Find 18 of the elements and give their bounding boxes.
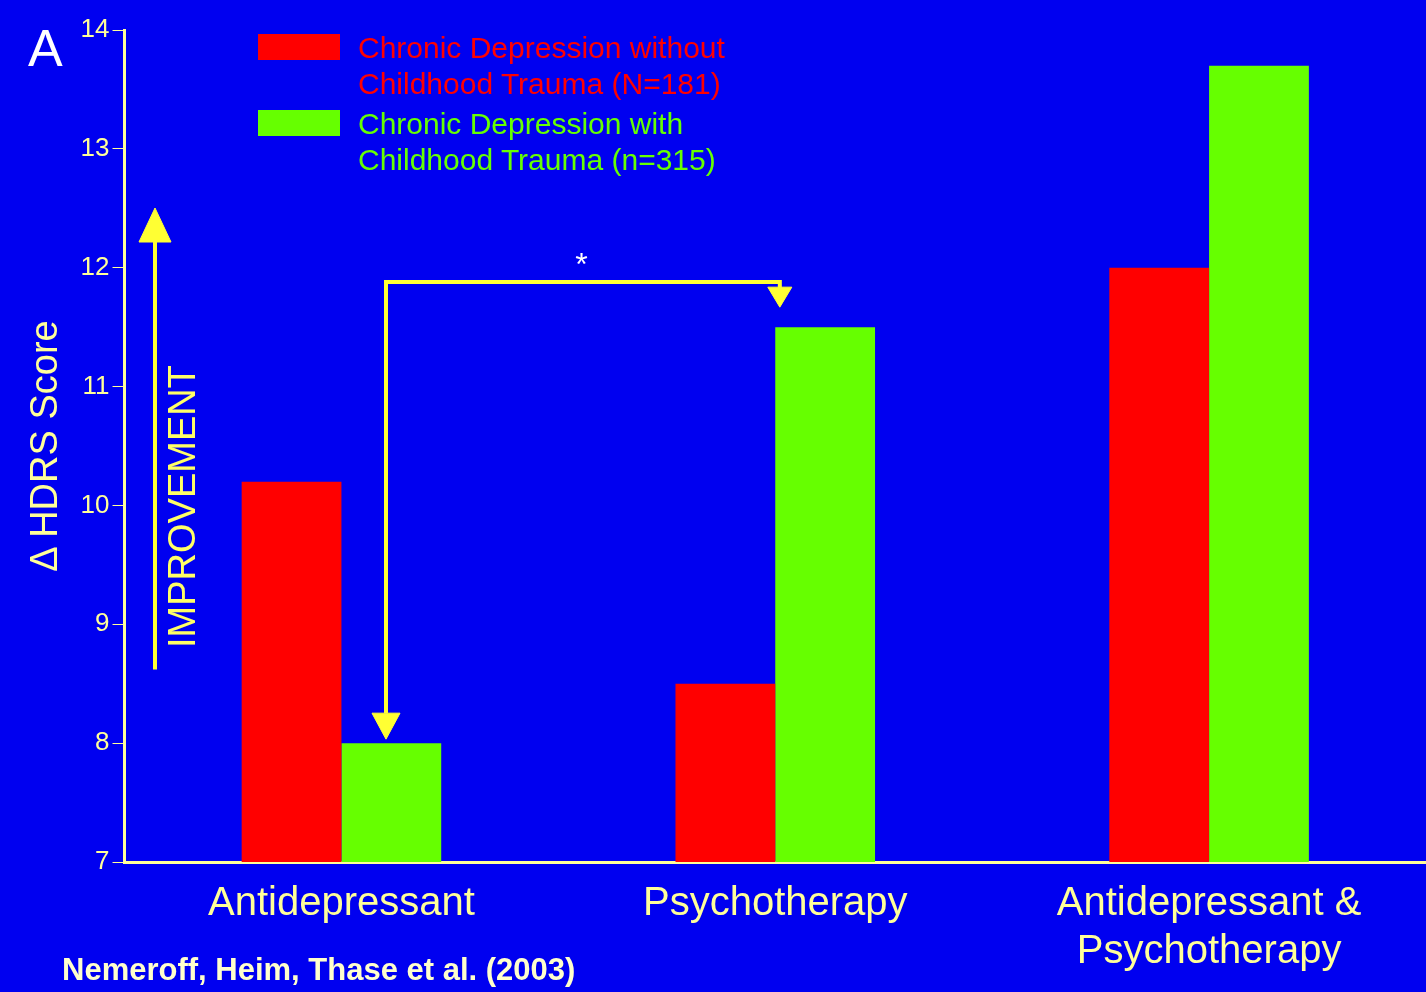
annotation: * [575,245,588,283]
y-tick-label: 14 [80,13,110,44]
y-tick-label: 12 [80,250,110,281]
x-tick-label: Psychotherapy [642,879,908,924]
text: Nemeroff, Heim, Thase et al. (2003) [62,952,576,988]
y-axis-title: Δ HDRS Score [23,320,66,572]
y-tick-label: 13 [80,132,110,163]
y-tick-label: 10 [80,488,110,519]
y-tick-label: 7 [95,845,110,876]
legend-label: Chronic Depression with Childhood Trauma (n=315) [358,106,717,178]
y-tick-label: 9 [95,607,110,638]
y-tick-label: 8 [95,726,110,757]
y-tick-label: 11 [82,369,110,400]
x-tick-label: Antidepressant [208,879,475,924]
annotation: IMPROVEMENT [160,365,204,649]
text: A [28,18,63,78]
legend-label: Chronic Depression without Childhood Trauma (N=181) [358,30,726,102]
x-tick-label: Antidepressant & Psychotherapy [1056,879,1362,972]
